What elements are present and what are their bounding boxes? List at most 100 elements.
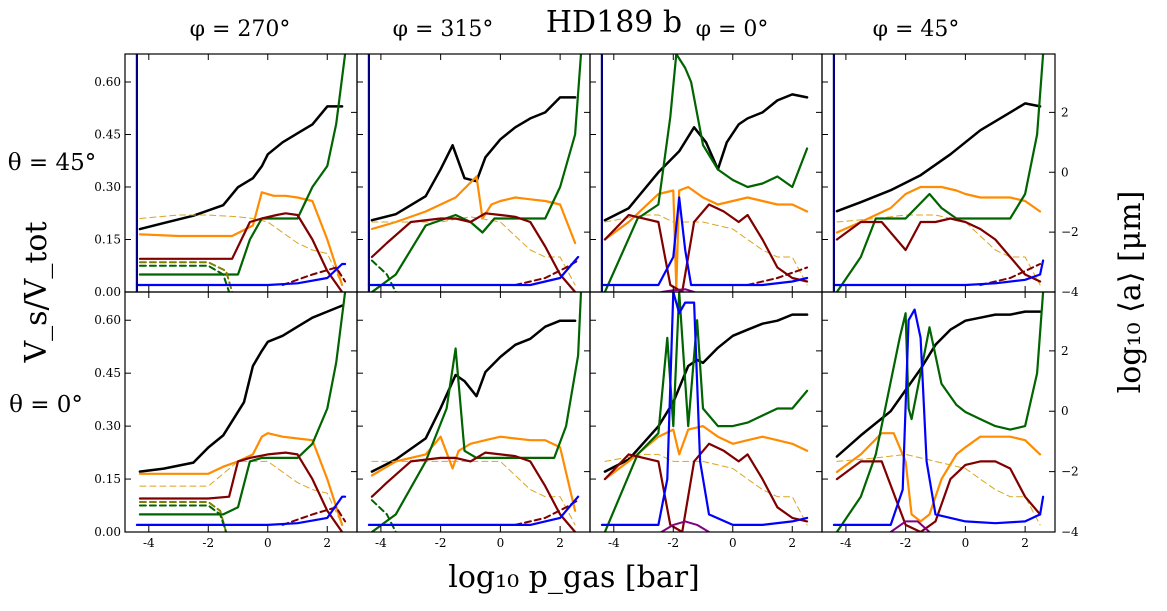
y-left-tick-label: 0.60 bbox=[94, 313, 121, 327]
y-left-tick-label: 0.45 bbox=[94, 128, 121, 142]
y-right-tick-label: −2 bbox=[1061, 465, 1079, 479]
column-title-phi-0: φ = 0° bbox=[696, 17, 769, 42]
y-axis-label-right: log₁₀ ⟨a⟩ [μm] bbox=[1113, 191, 1148, 394]
series-line-purple-6 bbox=[660, 520, 710, 532]
panel-series-group bbox=[832, 292, 1045, 532]
series-line-black-0 bbox=[835, 102, 1042, 213]
panel-r1-c3: -4 -2 0 2 −4 −2 0 2 bbox=[821, 291, 1079, 550]
series-line-darkred-4 bbox=[603, 203, 809, 292]
series-line-darkred-5 bbox=[746, 266, 809, 286]
x-tick-label: -2 bbox=[202, 536, 214, 550]
series-line-green-3 bbox=[603, 54, 809, 292]
y-left-tick-label: 0.15 bbox=[94, 472, 121, 486]
series-line-orange-1 bbox=[370, 175, 577, 245]
column-title-phi-270: φ = 270° bbox=[190, 17, 291, 42]
x-axis-label: log₁₀ p_gas [bar] bbox=[448, 560, 700, 595]
series-line-green-3 bbox=[835, 54, 1045, 292]
panel-series-group bbox=[135, 54, 347, 292]
series-line-darkred-4 bbox=[835, 217, 1042, 283]
series-line-purple-6 bbox=[889, 520, 931, 532]
series-line-orange-1 bbox=[603, 425, 809, 481]
y-right-tick-label: −4 bbox=[1061, 525, 1079, 539]
panel-frame bbox=[821, 53, 1056, 293]
panel-r0-c3: −4 −2 0 2 bbox=[821, 53, 1079, 299]
x-tick-label: 0 bbox=[962, 536, 970, 550]
series-line-orange-1 bbox=[370, 435, 577, 512]
panel-r1-c1: -4 -2 0 2 bbox=[356, 291, 591, 550]
series-line-green-3 bbox=[603, 292, 809, 532]
y-right-tick-label: 0 bbox=[1061, 165, 1069, 179]
y-left-tick-label: 0.60 bbox=[94, 75, 121, 89]
series-line-blue-5 bbox=[600, 292, 809, 526]
x-tick-label: 0 bbox=[729, 536, 737, 550]
series-line-black-0 bbox=[835, 310, 1042, 458]
y-left-tick-label: 0.15 bbox=[94, 233, 121, 247]
x-tick-label: -4 bbox=[608, 536, 620, 550]
series-line-purple-7 bbox=[660, 288, 696, 292]
y-right-tick-label: −2 bbox=[1061, 225, 1079, 239]
panel-frame bbox=[821, 291, 1056, 533]
series-line-black-0 bbox=[603, 93, 809, 222]
series-line-darkred-4 bbox=[370, 212, 577, 292]
panel-r0-c0: 0.00 0.15 0.30 0.45 0.60 bbox=[94, 53, 358, 299]
y-right-tick-label: 2 bbox=[1061, 105, 1069, 119]
y-right-tick-label: −4 bbox=[1061, 285, 1079, 299]
series-line-goldenrod-2 bbox=[604, 214, 808, 286]
x-tick-label: 2 bbox=[788, 536, 796, 550]
series-line-olive-5 bbox=[138, 261, 234, 292]
series-line-darkred-4 bbox=[370, 451, 577, 532]
panel-series-group bbox=[367, 54, 583, 292]
column-title-phi-315: φ = 315° bbox=[393, 17, 494, 42]
panel-r0-c2 bbox=[589, 53, 823, 293]
series-line-goldenrod-2 bbox=[836, 453, 1041, 526]
series-line-goldenrod-2 bbox=[604, 453, 808, 526]
series-line-green-3 bbox=[835, 292, 1045, 532]
y-left-tick-label: 0.30 bbox=[94, 180, 121, 194]
series-line-green-6 bbox=[370, 259, 397, 292]
panel-grid: 0.00 0.15 0.30 0.45 0.60 −4 −2 0 2 -4 -2 0 2 0.00 0.15… bbox=[94, 53, 1079, 550]
series-line-goldenrod-2 bbox=[836, 214, 1041, 286]
figure-title: HD189 b bbox=[546, 5, 682, 40]
x-tick-label: 2 bbox=[1021, 536, 1029, 550]
series-line-blue-7 bbox=[367, 255, 580, 287]
series-line-goldenrod-2 bbox=[371, 216, 576, 286]
series-line-darkred-4 bbox=[603, 442, 809, 532]
x-tick-label: -4 bbox=[143, 536, 155, 550]
x-tick-label: 2 bbox=[323, 536, 331, 550]
panel-series-group bbox=[135, 292, 347, 532]
series-line-orange-1 bbox=[835, 185, 1042, 234]
series-line-blue-6 bbox=[832, 259, 1045, 287]
panel-frame bbox=[589, 53, 823, 293]
y-right-tick-label: 0 bbox=[1061, 404, 1069, 418]
x-tick-label: -4 bbox=[375, 536, 387, 550]
x-tick-label: 0 bbox=[497, 536, 505, 550]
series-line-darkred-4 bbox=[835, 460, 1042, 532]
y-right-tick-label: 2 bbox=[1061, 344, 1069, 358]
y-axis-label-left: V_s/V_tot bbox=[19, 221, 54, 363]
series-line-blue-5 bbox=[832, 308, 1045, 526]
series-line-blue-7 bbox=[367, 495, 580, 526]
column-title-phi-45: φ = 45° bbox=[873, 17, 960, 42]
y-left-tick-label: 0.45 bbox=[94, 366, 121, 380]
panel-r1-c0: -4 -2 0 2 0.00 0.15 0.30 0.45 0.60 bbox=[94, 291, 358, 550]
series-line-goldenrod-2 bbox=[139, 460, 343, 526]
y-left-tick-label: 0.30 bbox=[94, 419, 121, 433]
series-line-blue-8 bbox=[135, 262, 347, 287]
panel-r0-c1 bbox=[356, 53, 591, 293]
series-line-orange-1 bbox=[138, 191, 344, 287]
panel-series-group bbox=[367, 292, 583, 532]
series-line-blue-6 bbox=[600, 196, 809, 287]
series-line-orange-1 bbox=[138, 432, 344, 526]
series-line-green-6 bbox=[138, 504, 228, 532]
x-tick-label: -2 bbox=[900, 536, 912, 550]
series-line-orange-1 bbox=[835, 432, 1042, 523]
panel-series-group bbox=[832, 54, 1045, 292]
x-tick-label: 0 bbox=[264, 536, 272, 550]
series-line-black-0 bbox=[603, 313, 809, 473]
panel-frame bbox=[356, 53, 591, 293]
series-line-black-0 bbox=[138, 304, 344, 473]
panel-series-group bbox=[600, 292, 809, 532]
panel-series-group bbox=[600, 54, 809, 292]
series-line-darkred-4 bbox=[138, 212, 344, 292]
x-tick-label: -4 bbox=[840, 536, 852, 550]
